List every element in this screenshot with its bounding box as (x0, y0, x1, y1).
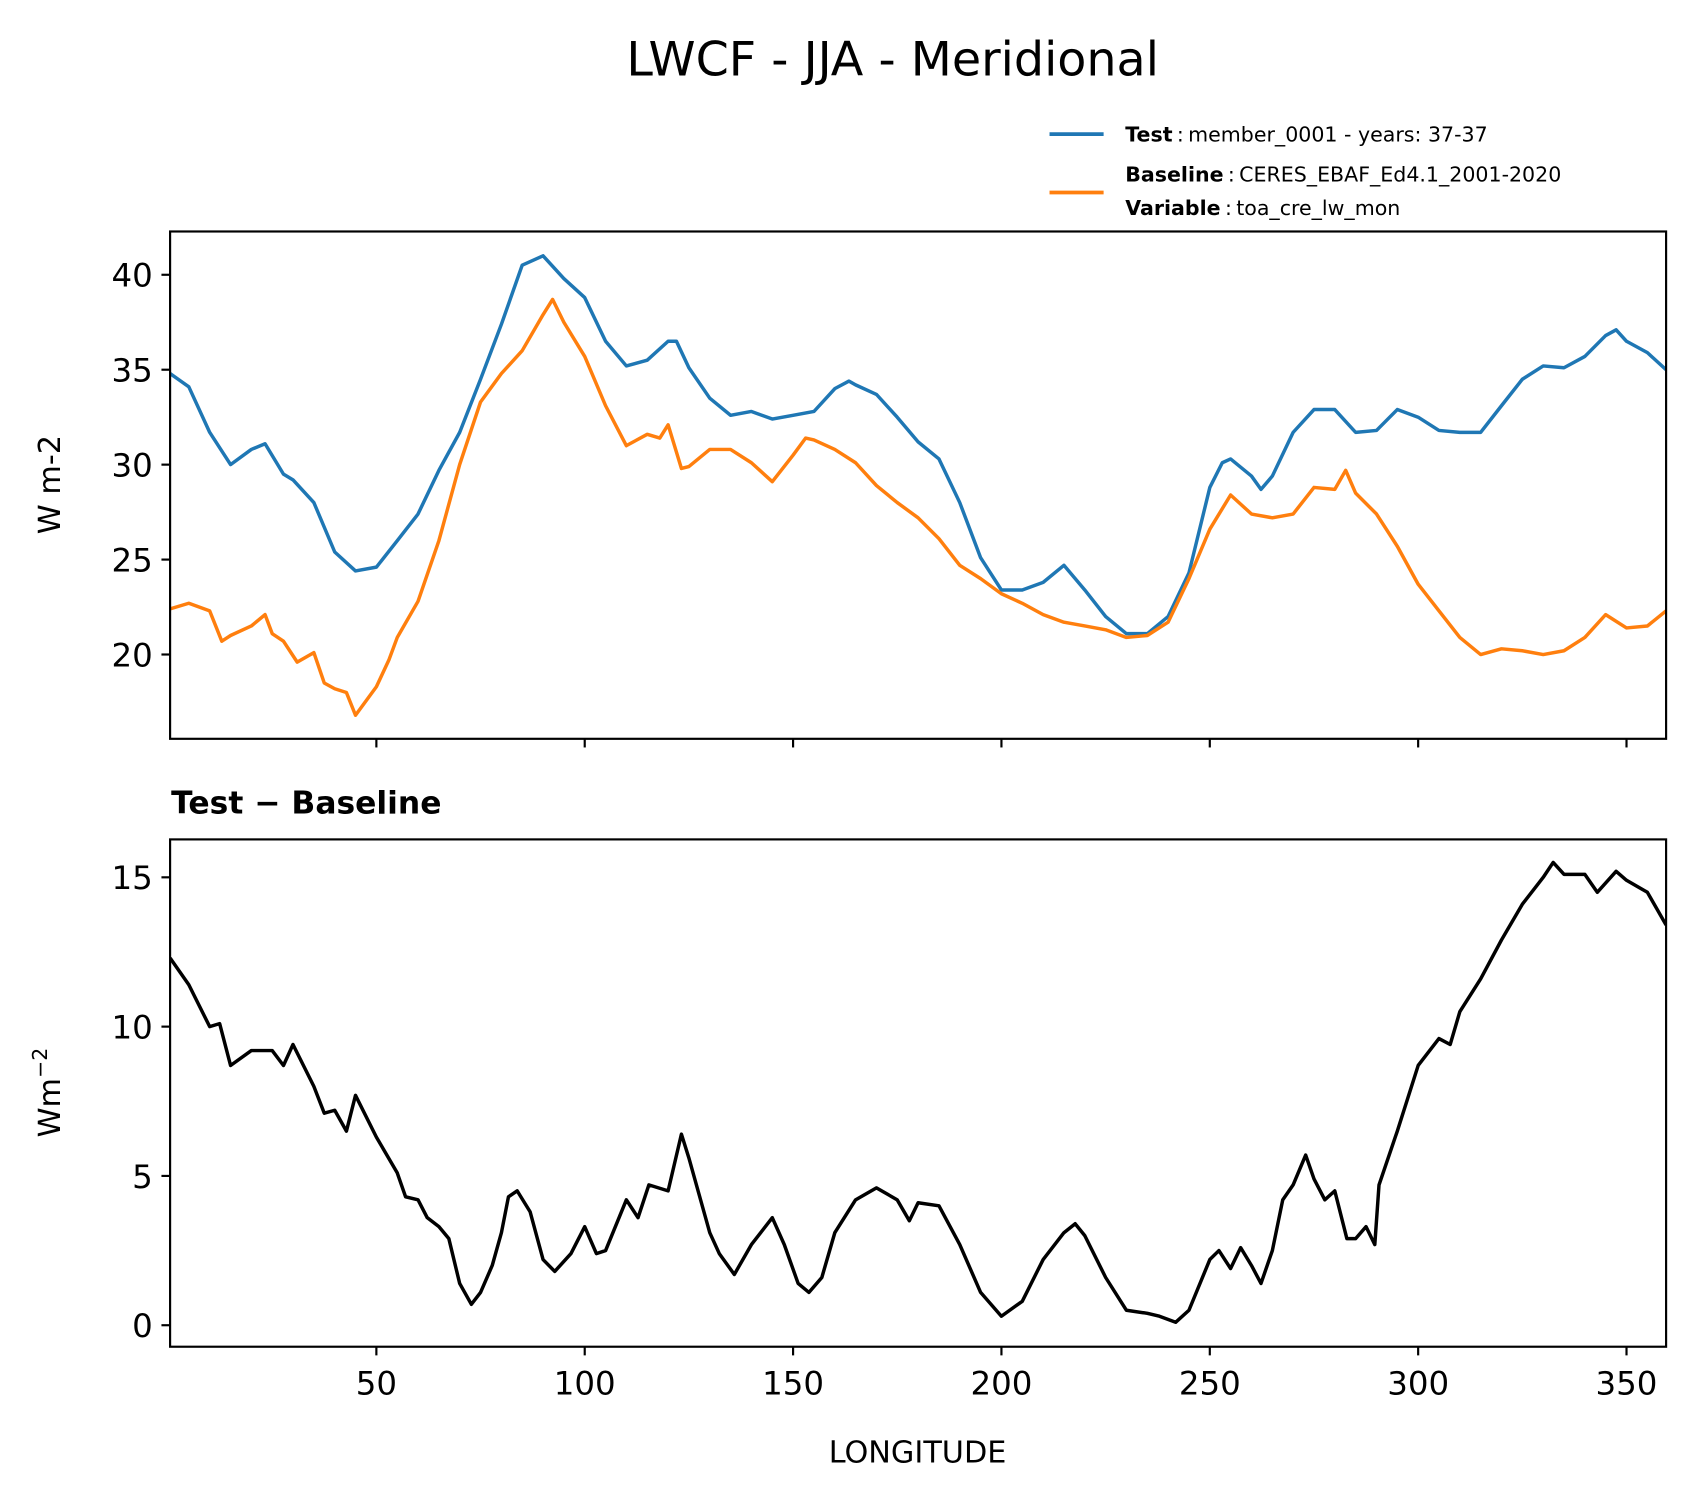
legend-test-entry: Test: member_0001 - years: 37-37 (1125, 123, 1487, 147)
legend-baseline-value: CERES_EBAF_Ed4.1_2001-2020 (1239, 163, 1561, 187)
legend-baseline-key: Baseline (1125, 163, 1223, 187)
top-y-tick-label: 30 (112, 447, 153, 485)
legend-variable-key: Variable (1125, 196, 1220, 220)
bottom-panel: Test − Baseline Wm−2 LONGITUDE 50 100 150 2… (28, 785, 1668, 1470)
bottom-x-tick-label: 300 (1387, 1364, 1449, 1402)
bottom-series-test-baseline-line (170, 860, 1667, 1325)
bottom-x-tick-label: 200 (970, 1364, 1032, 1402)
top-series-test-line (170, 254, 1667, 636)
legend-variable-entry: Variable: toa_cre_lw_mon (1125, 196, 1400, 220)
bottom-x-tick-label: 50 (356, 1364, 397, 1402)
top-y-tick-label: 35 (112, 352, 153, 390)
legend-baseline-entry: Baseline: CERES_EBAF_Ed4.1_2001-2020 (1125, 163, 1561, 187)
top-series-baseline-line (170, 297, 1667, 717)
legend: Test: member_0001 - years: 37-37 Baseline… (1049, 123, 1561, 220)
bottom-x-tick-label: 100 (554, 1364, 616, 1402)
legend-test-key: Test (1125, 123, 1172, 147)
bottom-y-tick-label: 5 (132, 1158, 153, 1196)
legend-test-value: member_0001 - years: 37-37 (1188, 123, 1488, 147)
top-y-tick-label: 20 (112, 636, 153, 674)
top-y-tick-label: 25 (112, 541, 153, 579)
legend-variable-value: toa_cre_lw_mon (1236, 196, 1400, 220)
bottom-x-tick-label: 150 (762, 1364, 824, 1402)
top-y-axis-label: W m-2 (33, 435, 68, 534)
bottom-y-tick-label: 10 (112, 1009, 153, 1047)
bottom-panel-title: Test − Baseline (171, 785, 441, 821)
legend-sep: : (1177, 123, 1184, 147)
top-axes-frame (169, 230, 1668, 740)
bottom-y-axis-label: Wm−2 (28, 1048, 68, 1138)
figure-title: LWCF - JJA - Meridional (626, 33, 1159, 88)
bottom-y-tick-label: 15 (112, 859, 153, 897)
bottom-x-tick-label: 250 (1179, 1364, 1241, 1402)
top-panel: W m-2 20 25 30 35 40 (33, 230, 1668, 748)
bottom-axes-frame (169, 838, 1668, 1348)
bottom-y-label-base: Wm (33, 1078, 68, 1137)
bottom-y-tick-label: 0 (132, 1307, 153, 1345)
legend-sep: : (1225, 196, 1232, 220)
bottom-y-label-exponent: −2 (28, 1048, 52, 1078)
x-axis-label: LONGITUDE (829, 1435, 1007, 1470)
bottom-x-tick-label: 350 (1596, 1364, 1658, 1402)
legend-sep: : (1228, 163, 1235, 187)
top-y-tick-label: 40 (112, 257, 153, 295)
